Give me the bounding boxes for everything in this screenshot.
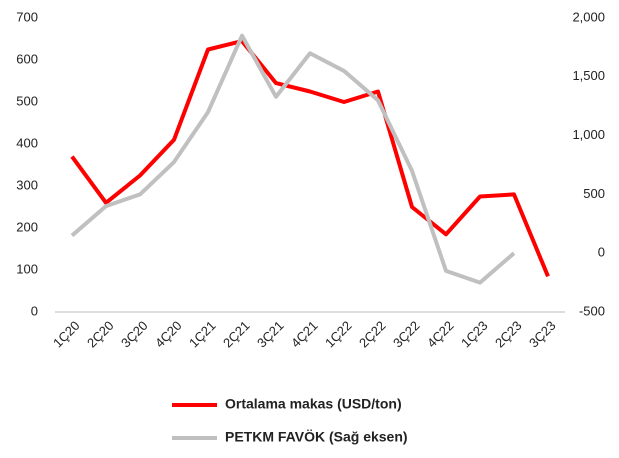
y-tick-label: 0: [31, 303, 38, 318]
y2-tick-label: 500: [583, 186, 605, 201]
x-tick-label: 3Ç23: [526, 318, 559, 351]
x-tick-label: 4Ç21: [288, 318, 321, 351]
y-tick-label: 400: [16, 135, 38, 150]
x-tick-label: 3Ç21: [254, 318, 287, 351]
x-tick-label: 4Ç20: [152, 318, 185, 351]
y-tick-label: 500: [16, 93, 38, 108]
y2-tick-label: 2,000: [572, 9, 605, 24]
x-tick-label: 4Ç22: [424, 318, 457, 351]
series-line: [70, 33, 516, 285]
x-tick-label: 3Ç20: [118, 318, 151, 351]
x-tick-label: 2Ç23: [492, 318, 525, 351]
x-tick-label: 1Ç21: [186, 318, 219, 351]
x-tick-label: 1Ç23: [458, 318, 491, 351]
series-line: [70, 39, 550, 278]
y2-tick-label: -500: [579, 303, 605, 318]
legend-label: Ortalama makas (USD/ton): [225, 396, 402, 412]
y-tick-label: 200: [16, 219, 38, 234]
x-tick-label: 2Ç20: [84, 318, 117, 351]
x-tick-label: 1Ç20: [50, 318, 83, 351]
y-tick-label: 700: [16, 9, 38, 24]
x-tick-label: 1Ç22: [322, 318, 355, 351]
y2-tick-label: 1,000: [572, 127, 605, 142]
y-tick-label: 600: [16, 51, 38, 66]
legend-label: PETKM FAVÖK (Sağ eksen): [225, 429, 408, 445]
x-tick-label: 2Ç21: [220, 318, 253, 351]
y2-tick-label: 0: [598, 245, 605, 260]
y-tick-label: 100: [16, 261, 38, 276]
x-tick-label: 2Ç22: [356, 318, 389, 351]
y2-tick-label: 1,500: [572, 68, 605, 83]
x-tick-label: 3Ç22: [390, 318, 423, 351]
y-tick-label: 300: [16, 177, 38, 192]
